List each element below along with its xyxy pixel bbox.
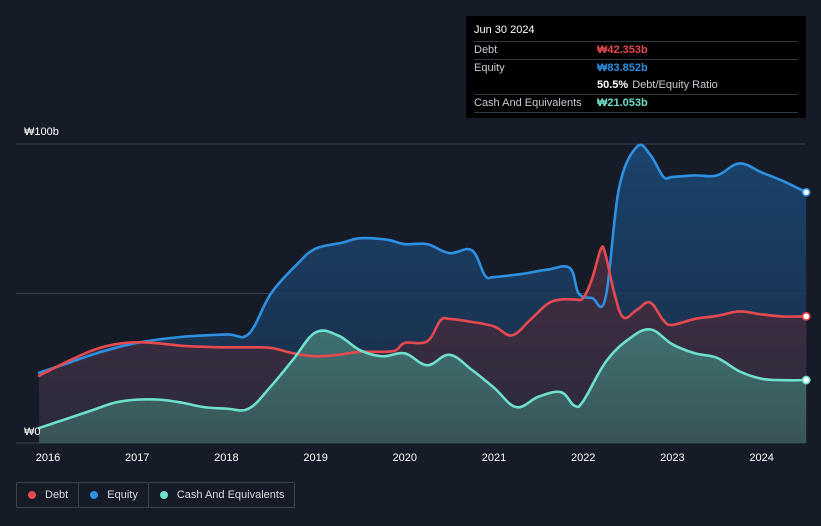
y-tick-label-zero: ₩0 [24,426,41,438]
x-tick-label-2016: 2016 [36,452,60,464]
x-tick-label-2019: 2019 [303,452,327,464]
cash-dot-icon [159,491,168,499]
equity-end-marker [801,187,811,197]
legend-cash-label: Cash And Equivalents [176,489,285,501]
x-tick-label-2020: 2020 [393,452,417,464]
tooltip-cash-value: ₩21.053b [597,97,648,109]
chart-legend: Debt Equity Cash And Equivalents [16,482,296,510]
legend-equity-label: Equity [107,489,138,501]
cash-area [39,329,807,443]
debt-dot-icon [28,491,36,499]
x-tick-label-2023: 2023 [660,452,684,464]
tooltip-date: Jun 30 2024 [474,16,798,42]
legend-item-debt[interactable]: Debt [16,482,80,508]
tooltip-row-debt: Debt ₩42.353b [474,42,798,60]
tooltip-ratio-label: Debt/Equity Ratio [632,79,718,91]
equity-dot-icon [90,491,99,499]
cash-line [37,328,808,430]
y-tick-label-max: ₩100b [24,126,59,138]
x-tick-label-2024: 2024 [749,452,773,464]
tooltip-equity-value: ₩83.852b [597,62,648,74]
x-tick-label-2022: 2022 [571,452,595,464]
equity-line [37,143,808,375]
legend-debt-label: Debt [45,489,69,501]
debt-line [37,245,808,378]
legend-item-cash[interactable]: Cash And Equivalents [147,482,296,508]
tooltip-debt-label: Debt [474,44,498,56]
tooltip-ratio-value: 50.5% [597,79,629,91]
x-tick-label-2017: 2017 [125,452,149,464]
tooltip-row-equity: Equity ₩83.852b [474,60,798,77]
x-tick-label-2021: 2021 [482,452,506,464]
tooltip-debt-value: ₩42.353b [597,44,648,56]
tooltip-row-ratio: 50.5% Debt/Equity Ratio [474,77,798,95]
legend-item-equity[interactable]: Equity [78,482,149,508]
debt-end-marker [801,311,811,321]
x-tick-label-2018: 2018 [214,452,238,464]
tooltip-equity-label: Equity [474,62,505,74]
tooltip-cash-label: Cash And Equivalents [474,97,582,109]
tooltip-row-cash: Cash And Equivalents ₩21.053b [474,95,798,113]
cash-end-marker [801,375,811,385]
tooltip-panel: Jun 30 2024 Debt ₩42.353b Equity ₩83.852… [466,16,806,118]
